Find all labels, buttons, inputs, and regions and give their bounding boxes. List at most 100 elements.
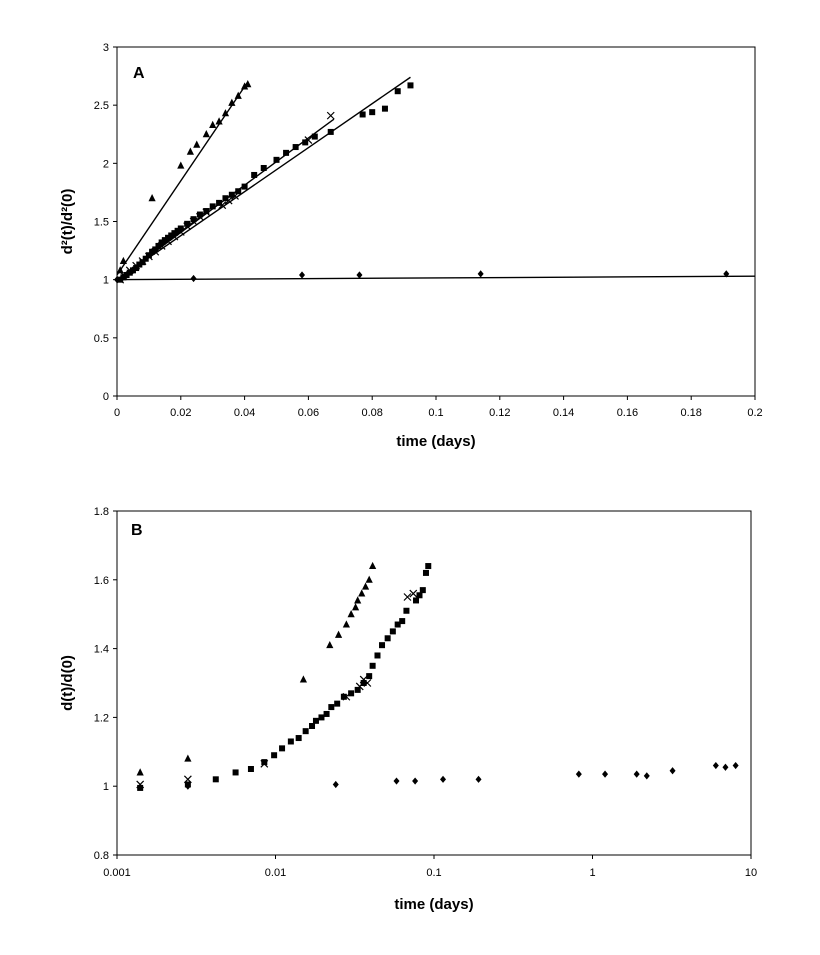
data-point [183,222,192,231]
data-point [355,682,364,691]
data-point [251,171,258,178]
data-point [177,161,185,169]
data-point [196,212,204,221]
data-point [369,662,376,669]
data-point [363,679,372,687]
data-point [723,270,730,278]
data-point [327,128,334,135]
data-point [168,232,175,239]
data-point [379,642,386,649]
y-tick-label: 2.5 [94,100,109,112]
data-point [119,271,128,279]
data-point [273,156,280,163]
data-point [176,228,185,236]
data-point [114,276,120,284]
x-axis-title: time (days) [394,896,473,913]
data-point [374,652,381,659]
data-point [360,680,367,686]
x-axis-title: time (days) [396,433,475,450]
data-point [164,237,172,246]
data-point [139,259,146,266]
data-point [196,211,203,218]
data-point [302,139,309,146]
data-point [125,266,134,275]
data-point [389,628,396,635]
y-axis-title: d(t)/d(0) [59,655,76,711]
data-point [260,759,269,768]
data-point [384,635,391,642]
y-tick-label: 1.6 [94,575,109,587]
data-point [189,217,198,226]
y-tick-label: 0 [103,391,109,403]
data-point [318,714,325,721]
y-axis-title: d²(t)/d²(0) [59,189,76,255]
series-diamond [114,270,730,284]
data-point [129,267,136,274]
data-point [209,203,216,210]
data-point [193,140,201,148]
data-point [394,621,401,628]
data-point [340,693,347,700]
y-tick-label: 1 [103,781,109,793]
series-diamond [184,761,739,790]
data-point [271,752,278,759]
y-tick-label: 0.8 [94,850,109,862]
fit-line [116,76,411,281]
data-point [287,738,294,745]
data-point [419,587,426,594]
data-point [190,274,197,283]
data-point [732,761,739,770]
data-point [399,618,406,625]
x-tick-label: 0.02 [170,407,191,419]
data-point [440,775,447,783]
x-tick-label: 0.06 [298,407,319,419]
data-point [244,80,252,88]
data-point [361,582,370,590]
data-point [184,782,191,790]
data-point [393,777,400,785]
data-point [177,225,184,232]
data-point [669,767,676,775]
data-point [299,271,306,279]
x-tick-label: 0.16 [617,407,638,419]
x-tick-label: 0.14 [553,407,574,419]
data-point [328,704,335,711]
data-point [304,136,313,144]
data-point [218,201,227,210]
data-point [171,230,178,237]
data-point [261,759,268,766]
data-point [403,607,410,614]
data-point [643,772,650,780]
x-tick-label: 0.08 [361,407,382,419]
data-point [123,272,130,279]
data-point [403,593,412,601]
data-point [202,208,211,217]
data-point [358,589,366,597]
fit-line [116,81,249,276]
data-point [475,775,482,783]
data-point [119,256,127,265]
data-point [142,255,149,262]
panel-label: A [133,65,145,82]
data-point [136,780,145,789]
data-point [161,237,168,244]
data-point [334,630,343,638]
data-point [133,265,140,272]
data-point [241,82,249,90]
data-point [184,220,191,227]
data-point [299,675,308,683]
x-tick-label: 0.1 [428,407,443,419]
data-point [158,239,165,246]
data-point [145,252,152,259]
data-point [231,191,239,200]
x-tick-label: 10 [745,867,757,879]
data-point [152,246,159,253]
data-point [348,690,355,697]
y-tick-label: 1.5 [94,217,109,229]
data-point [202,130,210,138]
data-point [136,768,144,776]
data-point [203,208,210,215]
x-tick-label: 0.04 [234,407,255,419]
